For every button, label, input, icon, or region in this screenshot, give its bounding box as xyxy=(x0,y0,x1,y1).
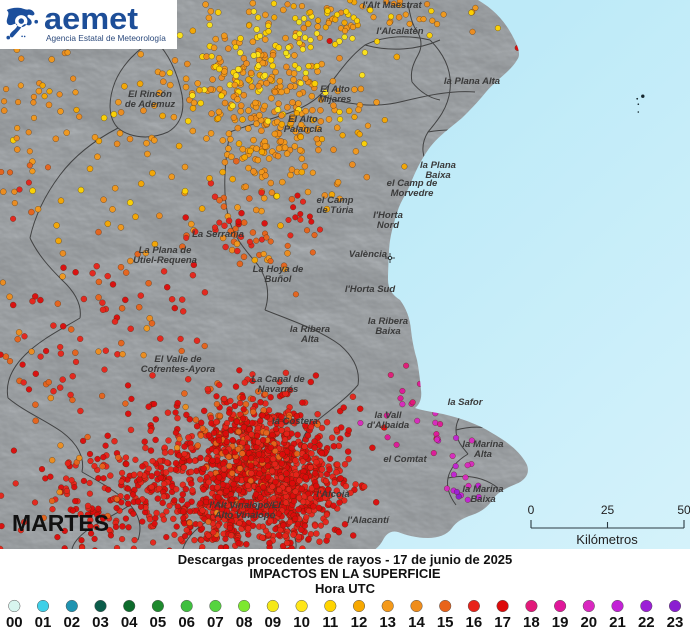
svg-text:13: 13 xyxy=(379,614,396,631)
svg-text:23: 23 xyxy=(667,614,684,631)
svg-text:25: 25 xyxy=(601,503,615,517)
svg-text:Navarrés: Navarrés xyxy=(258,384,299,395)
svg-text:Nord: Nord xyxy=(377,220,399,231)
svg-text:50: 50 xyxy=(677,503,690,517)
svg-text:l'Alacantí: l'Alacantí xyxy=(347,515,390,526)
svg-text:16: 16 xyxy=(466,614,483,631)
svg-text:Alto Vinalopó: Alto Vinalopó xyxy=(214,510,276,521)
svg-text:14: 14 xyxy=(408,614,425,631)
svg-text:Utiel-Requena: Utiel-Requena xyxy=(133,255,197,266)
svg-text:18: 18 xyxy=(523,614,540,631)
svg-text:Hora UTC: Hora UTC xyxy=(315,581,376,596)
svg-text:20: 20 xyxy=(580,614,597,631)
svg-text:05: 05 xyxy=(150,614,167,631)
svg-text:17: 17 xyxy=(494,614,511,631)
svg-text:11: 11 xyxy=(322,614,338,631)
svg-text:Alta: Alta xyxy=(300,334,319,345)
svg-text:Kilómetros: Kilómetros xyxy=(576,532,638,547)
svg-text:07: 07 xyxy=(207,614,224,631)
svg-text:d'Albaida: d'Albaida xyxy=(367,420,409,431)
svg-text:l'Alt Maestrat: l'Alt Maestrat xyxy=(362,0,422,11)
svg-text:l'Alcoià: l'Alcoià xyxy=(316,489,349,500)
svg-text:de Ademuz: de Ademuz xyxy=(125,99,176,110)
svg-text:02: 02 xyxy=(63,614,80,631)
svg-text:04: 04 xyxy=(121,614,138,631)
svg-text:València: València xyxy=(349,249,387,260)
svg-text:09: 09 xyxy=(264,614,281,631)
svg-text:0: 0 xyxy=(528,503,535,517)
svg-text:Baixa: Baixa xyxy=(375,326,400,337)
svg-text:01: 01 xyxy=(35,614,52,631)
svg-text:Mijares: Mijares xyxy=(319,94,352,105)
svg-text:de Túria: de Túria xyxy=(317,205,354,216)
svg-text:la Costera: la Costera xyxy=(272,416,318,427)
svg-text:MARTES: MARTES xyxy=(12,510,109,536)
svg-text:la Plana Alta: la Plana Alta xyxy=(444,76,500,87)
svg-text:08: 08 xyxy=(236,614,253,631)
svg-text:Buñol: Buñol xyxy=(265,274,292,285)
svg-text:l'Alcalatén: l'Alcalatén xyxy=(376,26,423,37)
svg-text:Alta: Alta xyxy=(473,449,492,460)
svg-text:el Comtat: el Comtat xyxy=(383,454,427,465)
svg-text:15: 15 xyxy=(437,614,454,631)
svg-text:Morvedre: Morvedre xyxy=(391,188,434,199)
svg-text:Cofrentes-Ayora: Cofrentes-Ayora xyxy=(141,364,215,375)
svg-text:Baixa: Baixa xyxy=(470,494,495,505)
svg-text:Palancia: Palancia xyxy=(284,124,323,135)
svg-text:00: 00 xyxy=(6,614,23,631)
svg-text:La Serranía: La Serranía xyxy=(192,229,244,240)
svg-text:IMPACTOS EN LA SUPERFICIE: IMPACTOS EN LA SUPERFICIE xyxy=(249,566,440,581)
svg-text:21: 21 xyxy=(609,614,626,631)
svg-text:19: 19 xyxy=(552,614,569,631)
svg-text:10: 10 xyxy=(293,614,310,631)
svg-text:03: 03 xyxy=(92,614,109,631)
svg-text:22: 22 xyxy=(638,614,655,631)
svg-text:06: 06 xyxy=(178,614,195,631)
svg-text:l'Horta Sud: l'Horta Sud xyxy=(345,284,395,295)
svg-text:Descargas procedentes de rayos: Descargas procedentes de rayos - 17 de j… xyxy=(178,552,513,567)
svg-text:12: 12 xyxy=(351,614,368,631)
svg-text:la Safor: la Safor xyxy=(448,397,484,408)
